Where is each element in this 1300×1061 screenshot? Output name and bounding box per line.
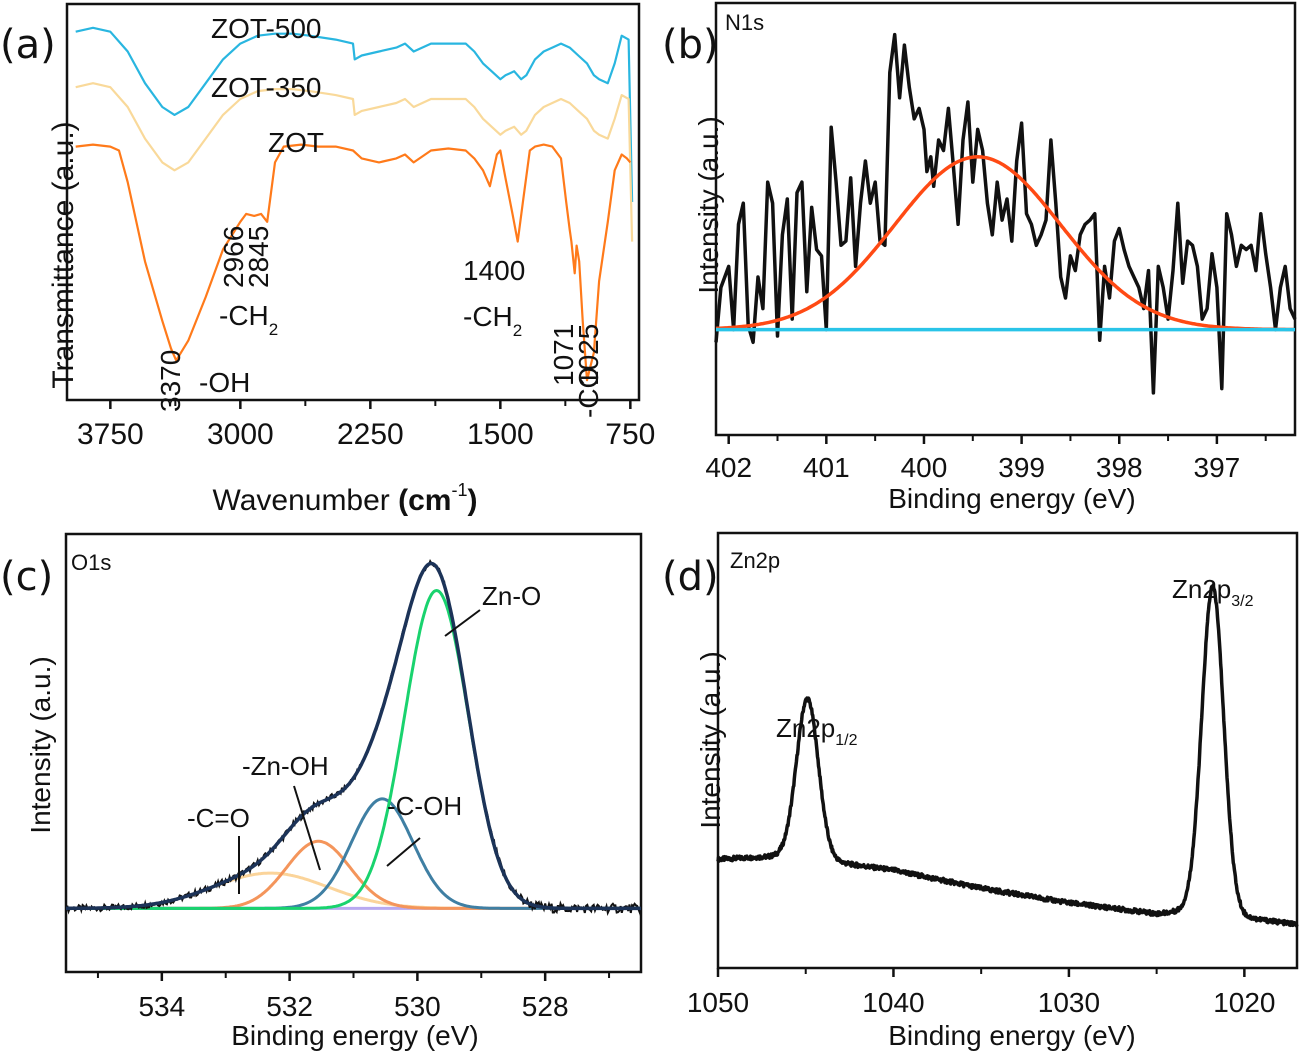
- annotation-c-o: -C=O: [187, 803, 250, 833]
- annotation-ch2-a: -CH2: [219, 300, 278, 339]
- x-tick-label: 401: [803, 452, 850, 483]
- panel-letter-b: (b): [662, 22, 719, 68]
- x-axis-label-a-open: (cm: [398, 484, 451, 517]
- component-c-oh: [66, 797, 641, 910]
- series-line-zot-350: [75, 82, 634, 242]
- x-axis-label-b: Binding energy (eV): [888, 483, 1135, 514]
- plot-frame-a: [65, 2, 641, 402]
- annotation-ch2-b-sub: 2: [513, 321, 522, 340]
- series-line-raw: [714, 32, 1297, 395]
- annotation-co: -CO: [573, 367, 604, 418]
- x-tick-label: 532: [266, 991, 313, 1022]
- x-tick-label: 530: [394, 991, 441, 1022]
- x-tick-label: 3750: [77, 418, 144, 451]
- x-tick-label: 1040: [862, 987, 924, 1018]
- peak-label-zn2p-3-2: Zn2p3/2: [1172, 574, 1254, 610]
- series-line-zot: [75, 143, 632, 382]
- x-axis-label-a-main: Wavenumber: [213, 484, 399, 517]
- plot-frame-b: [714, 1, 1297, 437]
- x-tick-label: 402: [705, 452, 752, 483]
- x-tick-label: 2250: [337, 418, 404, 451]
- x-axis-label-d: Binding energy (eV): [888, 1020, 1135, 1051]
- series-label-zot-500: ZOT-500: [211, 13, 321, 44]
- x-axis-ticks-a: 3750 3000 2250 1500 750: [77, 400, 655, 451]
- series-line-raw: [716, 583, 1299, 928]
- annotation-zn-o: Zn-O: [482, 581, 541, 611]
- x-tick-label: 1500: [467, 418, 534, 451]
- annotation-1071: 1071: [548, 324, 579, 386]
- plot-frame-d: [716, 531, 1299, 970]
- annotation-zn-oh: -Zn-OH: [242, 751, 329, 781]
- x-tick-label: 528: [522, 991, 569, 1022]
- series-group-b: [714, 32, 1297, 395]
- x-tick-label: 1030: [1038, 987, 1100, 1018]
- y-axis-label-b: Intensity (a.u.): [693, 116, 724, 293]
- panel-letter-c: (c): [0, 554, 53, 600]
- x-tick-label: 3000: [207, 418, 274, 451]
- panel-title-o1s: O1s: [71, 550, 111, 575]
- annotation-2966: 2966: [218, 226, 249, 288]
- x-tick-label: 1020: [1213, 987, 1275, 1018]
- y-axis-label-c: Intensity (a.u.): [25, 656, 56, 833]
- x-axis-label-a-sup: -1: [451, 480, 467, 500]
- annotation-2845: 2845: [243, 226, 274, 288]
- peak-label-zn2p-3-2-sub: 3/2: [1231, 593, 1253, 610]
- x-axis-ticks-b: 402 401 400 399 398 397: [705, 435, 1267, 483]
- panel-d-zn2p: (d) 1050 1040 1030 1020 Zn2p Intensity (a.u…: [662, 531, 1299, 1051]
- y-axis-label-a: Transmittance (a.u.): [47, 121, 80, 388]
- series-label-zot-350: ZOT-350: [211, 72, 321, 103]
- x-axis-ticks-d: 1050 1040 1030 1020: [687, 968, 1276, 1018]
- annotation-1400: 1400: [463, 255, 525, 286]
- panel-b-n1s: (b) 402 401 400 399 398 397 N1s Intensity (a.…: [662, 1, 1297, 514]
- annotation-c-oh: -C-OH: [387, 791, 462, 821]
- series-line-raw: [65, 558, 642, 917]
- panel-letter-a: (a): [0, 22, 56, 68]
- x-tick-label: 397: [1194, 452, 1241, 483]
- leader-line-zn-oh: [293, 785, 321, 871]
- annotation-ch2-b-main: -CH: [463, 301, 513, 332]
- y-axis-label-d: Intensity (a.u.): [695, 651, 726, 828]
- peak-label-zn2p-3-2-main: Zn2p: [1172, 574, 1231, 604]
- panel-title-zn2p: Zn2p: [730, 548, 780, 573]
- series-label-zot: ZOT: [268, 127, 324, 158]
- peak-label-zn2p-1-2-sub: 1/2: [835, 732, 857, 749]
- panel-c-o1s: (c) 534 532 530 528 O1s Intensity (a.u.) Bi…: [0, 532, 643, 1051]
- panel-title-n1s: N1s: [725, 10, 764, 35]
- x-tick-label: 398: [1096, 452, 1143, 483]
- series-line-fit: [715, 155, 1294, 332]
- leader-line-zn-o: [444, 609, 481, 637]
- panel-a-ftir: (a) 3750 3000 2250 1500 750 Transmittance (a…: [0, 2, 655, 517]
- x-axis-label-a-close: ): [468, 484, 478, 517]
- x-tick-label: 750: [605, 418, 655, 451]
- annotation-oh: -OH: [199, 367, 250, 398]
- x-axis-label-c: Binding energy (eV): [231, 1020, 478, 1051]
- x-tick-label: 1050: [687, 987, 749, 1018]
- series-group-d: [716, 583, 1299, 928]
- annotation-1025: 1025: [573, 324, 604, 386]
- panel-letter-d: (d): [662, 554, 719, 600]
- x-tick-label: 534: [138, 991, 185, 1022]
- annotation-ch2-a-sub: 2: [269, 320, 278, 339]
- leader-line-c-oh: [386, 837, 421, 867]
- peak-label-zn2p-1-2-main: Zn2p: [776, 713, 835, 743]
- annotation-ch2-b: -CH2: [463, 301, 522, 340]
- series-group-c: [65, 558, 642, 917]
- component-zn-o: [66, 588, 641, 910]
- annotation-ch2-a-main: -CH: [219, 300, 269, 331]
- annotation-3370: 3370: [155, 350, 186, 412]
- peak-label-zn2p-1-2: Zn2p1/2: [776, 713, 858, 749]
- series-line-envelope: [66, 561, 641, 911]
- x-axis-ticks-c: 534 532 530 528: [96, 972, 611, 1022]
- series-group-a: [75, 26, 634, 382]
- series-line-zot-500: [75, 26, 634, 203]
- x-axis-label-a: Wavenumber (cm-1): [213, 480, 478, 517]
- x-tick-label: 399: [998, 452, 1045, 483]
- x-tick-label: 400: [901, 452, 948, 483]
